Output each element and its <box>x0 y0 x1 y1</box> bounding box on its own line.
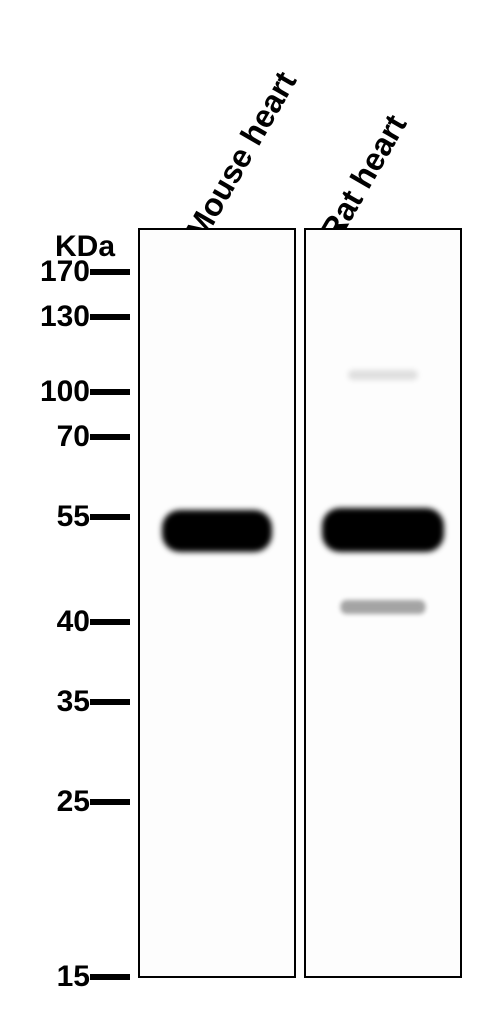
protein-band <box>348 370 418 380</box>
protein-band <box>322 508 444 552</box>
ladder-tick <box>90 434 130 440</box>
blot-lane-mouse-heart <box>138 228 296 978</box>
ladder-mark: 55 <box>10 500 130 534</box>
protein-band <box>341 600 426 614</box>
blot-lane-rat-heart <box>304 228 462 978</box>
lane-label: Mouse heart <box>178 65 304 247</box>
ladder-value: 35 <box>10 685 90 719</box>
blot-lanes-container <box>138 228 462 978</box>
ladder-tick <box>90 619 130 625</box>
ladder-tick <box>90 389 130 395</box>
ladder-mark: 130 <box>10 300 130 334</box>
ladder-mark: 70 <box>10 420 130 454</box>
ladder-mark: 170 <box>10 255 130 289</box>
ladder-tick <box>90 799 130 805</box>
ladder-value: 70 <box>10 420 90 454</box>
ladder-mark: 15 <box>10 960 130 994</box>
ladder-tick <box>90 974 130 980</box>
ladder-value: 130 <box>10 300 90 334</box>
ladder-value: 25 <box>10 785 90 819</box>
ladder-value: 40 <box>10 605 90 639</box>
ladder-tick <box>90 269 130 275</box>
lane-labels-container: Mouse heartRat heart <box>0 0 501 220</box>
ladder-value: 100 <box>10 375 90 409</box>
ladder-value: 170 <box>10 255 90 289</box>
ladder-tick <box>90 699 130 705</box>
ladder-tick <box>90 314 130 320</box>
protein-band <box>162 510 272 552</box>
ladder-value: 55 <box>10 500 90 534</box>
ladder-mark: 100 <box>10 375 130 409</box>
ladder-mark: 35 <box>10 685 130 719</box>
ladder-tick <box>90 514 130 520</box>
ladder-mark: 25 <box>10 785 130 819</box>
ladder-mark: 40 <box>10 605 130 639</box>
lane-label: Rat heart <box>313 108 414 247</box>
ladder-value: 15 <box>10 960 90 994</box>
